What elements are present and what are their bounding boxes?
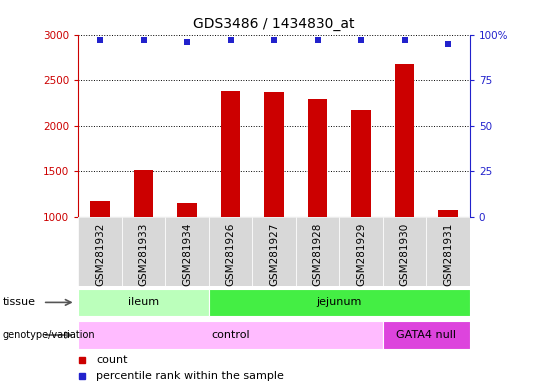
Bar bbox=[78, 217, 122, 286]
Bar bbox=[426, 217, 470, 286]
Bar bbox=[122, 217, 165, 286]
Bar bbox=[339, 217, 383, 286]
Bar bbox=[351, 110, 371, 217]
Bar bbox=[177, 203, 197, 217]
Bar bbox=[165, 217, 209, 286]
Bar bbox=[90, 202, 110, 217]
Text: GSM281930: GSM281930 bbox=[400, 222, 409, 286]
Text: GSM281933: GSM281933 bbox=[139, 222, 148, 286]
Text: jejunum: jejunum bbox=[316, 297, 362, 308]
Bar bbox=[78, 321, 383, 349]
Bar bbox=[264, 92, 284, 217]
Bar bbox=[383, 321, 470, 349]
Text: tissue: tissue bbox=[3, 297, 36, 308]
Text: GSM281929: GSM281929 bbox=[356, 222, 366, 286]
Bar bbox=[383, 217, 426, 286]
Text: ileum: ileum bbox=[128, 297, 159, 308]
Bar bbox=[438, 210, 458, 217]
Title: GDS3486 / 1434830_at: GDS3486 / 1434830_at bbox=[193, 17, 355, 31]
Bar bbox=[221, 91, 240, 217]
Text: GSM281927: GSM281927 bbox=[269, 222, 279, 286]
Bar bbox=[209, 217, 252, 286]
Text: GATA4 null: GATA4 null bbox=[396, 330, 456, 340]
Bar bbox=[308, 99, 327, 217]
Text: control: control bbox=[211, 330, 250, 340]
Text: GSM281932: GSM281932 bbox=[95, 222, 105, 286]
Text: percentile rank within the sample: percentile rank within the sample bbox=[96, 371, 284, 381]
Bar bbox=[209, 289, 470, 316]
Text: genotype/variation: genotype/variation bbox=[3, 330, 96, 340]
Text: GSM281926: GSM281926 bbox=[226, 222, 235, 286]
Bar bbox=[296, 217, 339, 286]
Bar bbox=[252, 217, 296, 286]
Bar bbox=[78, 289, 209, 316]
Text: GSM281934: GSM281934 bbox=[182, 222, 192, 286]
Bar bbox=[134, 170, 153, 217]
Text: count: count bbox=[96, 354, 127, 364]
Bar bbox=[395, 64, 414, 217]
Text: GSM281928: GSM281928 bbox=[313, 222, 322, 286]
Text: GSM281931: GSM281931 bbox=[443, 222, 453, 286]
